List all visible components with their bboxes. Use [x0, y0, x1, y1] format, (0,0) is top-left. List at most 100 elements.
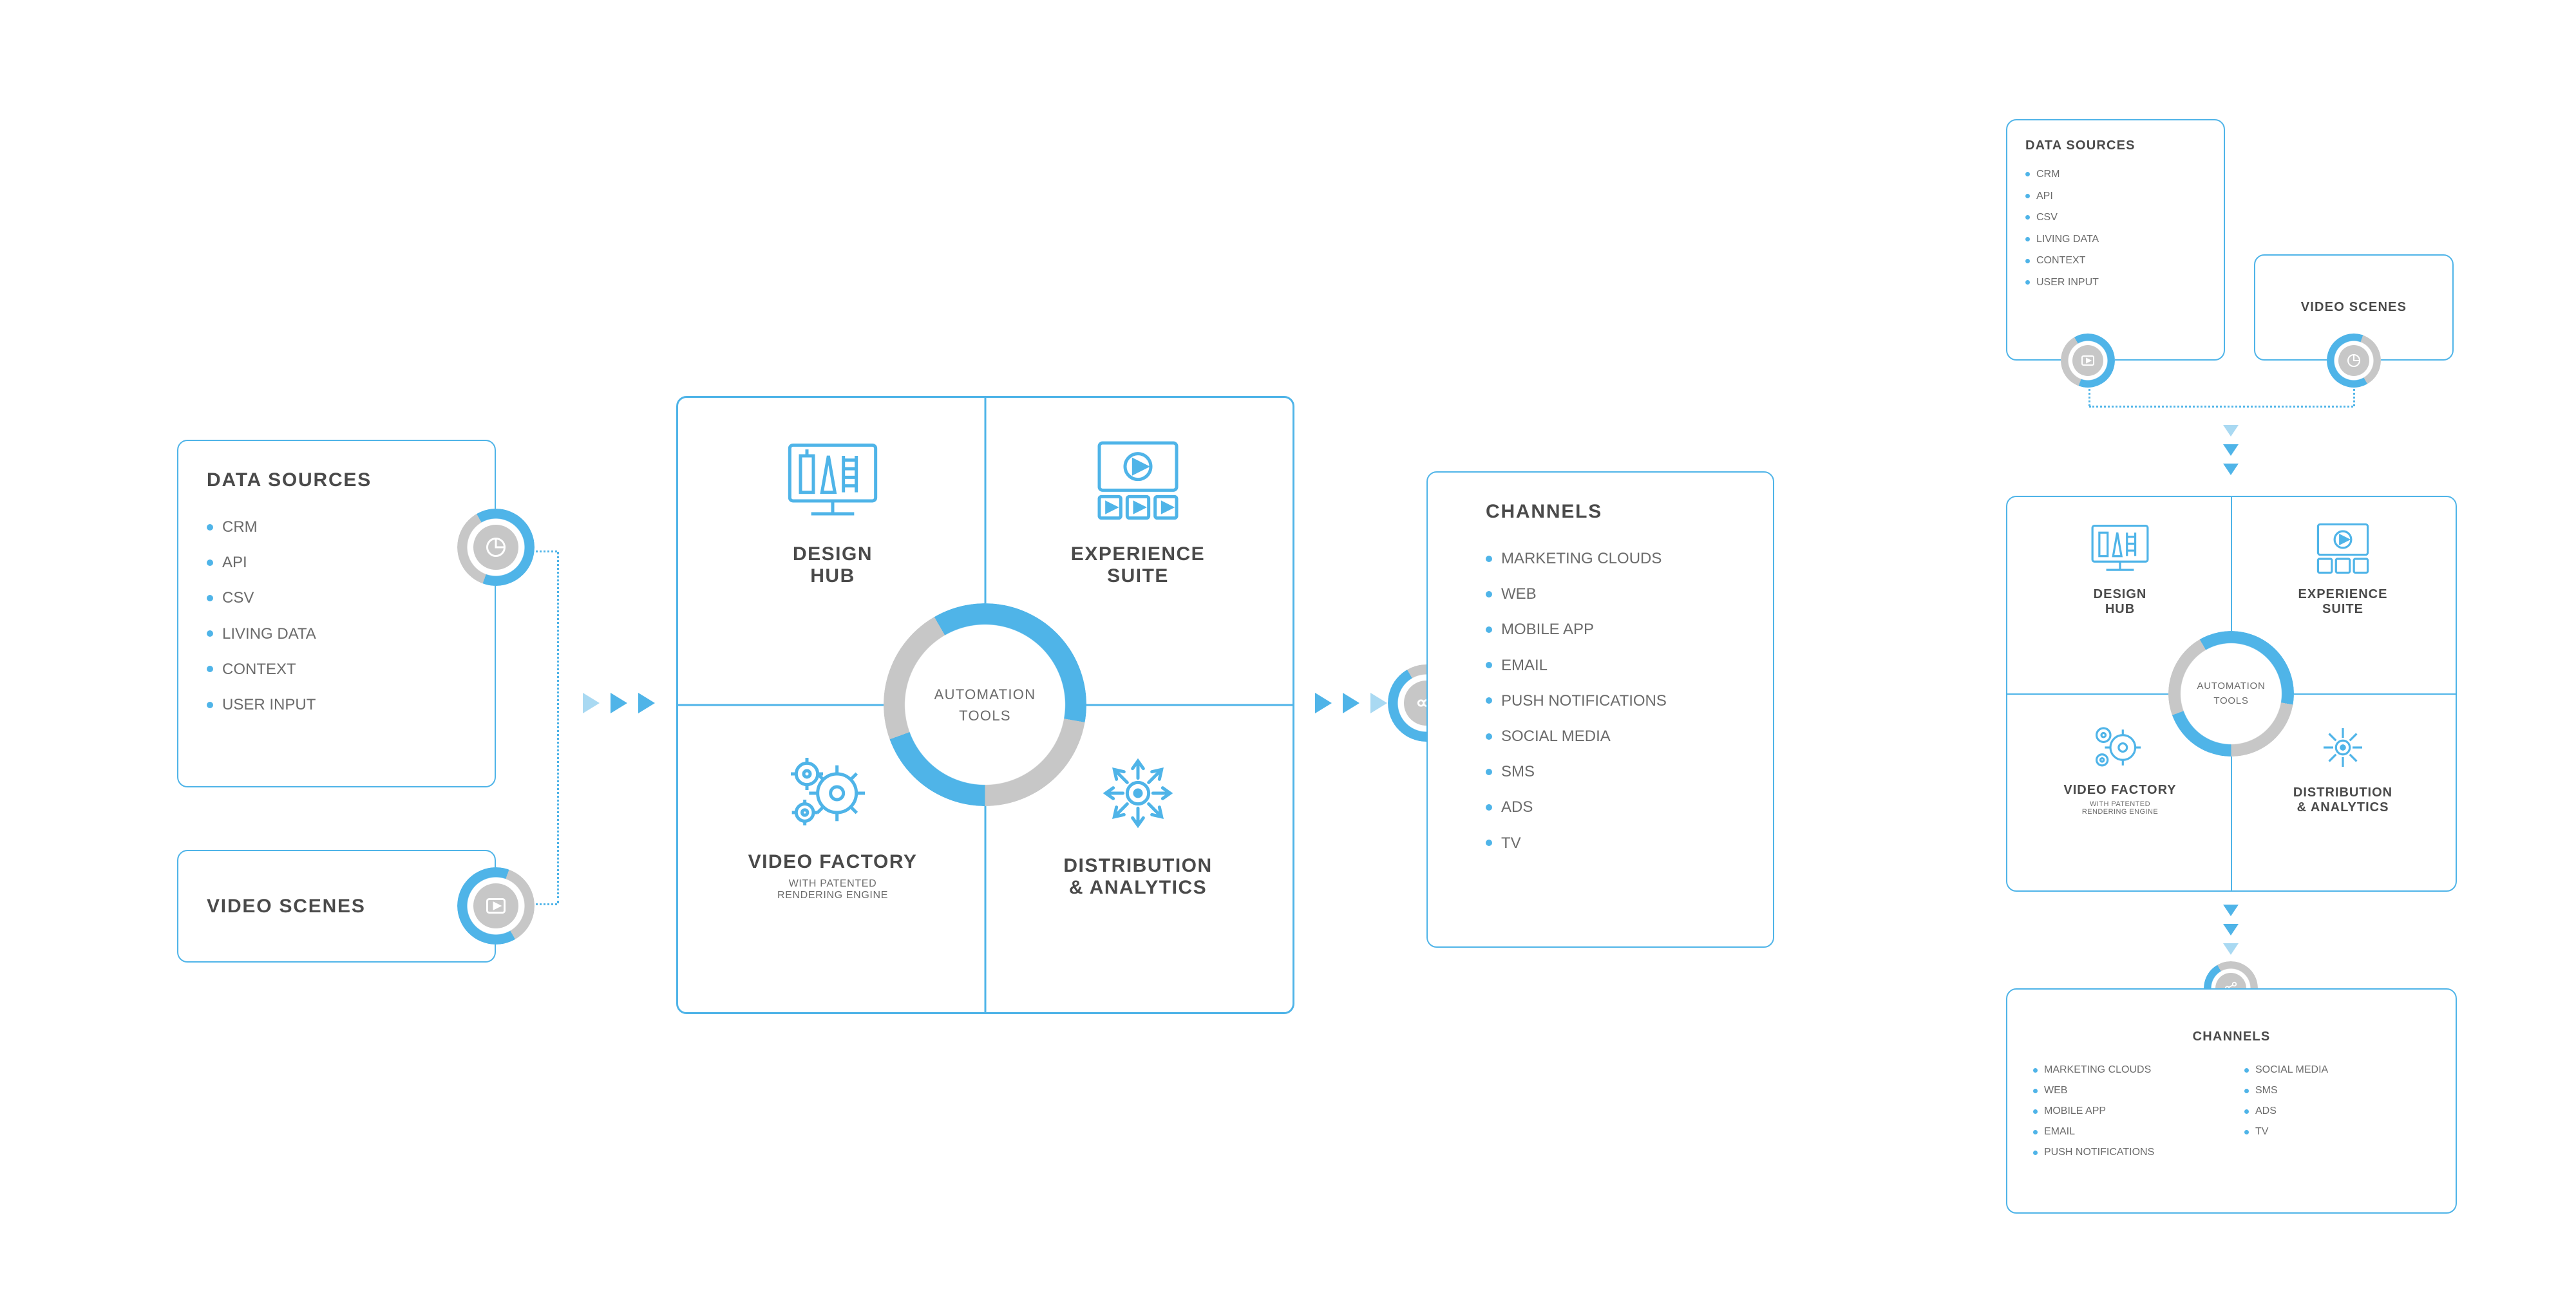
bullet-dot-icon — [1486, 626, 1492, 633]
large-arrow-out-3 — [1370, 693, 1387, 713]
list-item: WEB — [2033, 1080, 2219, 1101]
bullet-dot-icon — [1486, 662, 1492, 668]
list-item: EMAIL — [1486, 648, 1747, 683]
small-data-sources-panel: DATA SOURCES CRMAPICSVLIVING DATACONTEXT… — [2006, 119, 2225, 361]
list-item: CONTEXT — [2025, 250, 2206, 272]
bullet-dot-icon — [2033, 1130, 2038, 1134]
list-item-label: TV — [1501, 825, 1521, 861]
small-dotted-merge-left — [2088, 389, 2090, 406]
t1: EXPERIENCE — [1071, 543, 1205, 565]
list-item-label: MOBILE APP — [1501, 612, 1594, 647]
quad-title: DISTRIBUTION & ANALYTICS — [1063, 855, 1212, 899]
large-dotted-connector-vertical — [557, 552, 559, 903]
small-arrow-out-1 — [2223, 905, 2239, 916]
list-item: SOCIAL MEDIA — [2244, 1060, 2430, 1080]
list-item-label: USER INPUT — [222, 687, 316, 722]
list-item: MOBILE APP — [2033, 1101, 2219, 1122]
design-hub-icon — [778, 437, 887, 527]
list-item-label: CRM — [222, 509, 258, 545]
bullet-dot-icon — [207, 559, 213, 566]
list-item: MARKETING CLOUDS — [2033, 1060, 2219, 1080]
bullet-dot-icon — [2244, 1089, 2249, 1093]
small-arrow-in-2 — [2223, 444, 2239, 456]
quad-title: VIDEO FACTORY — [2063, 783, 2176, 798]
large-channels-list: MARKETING CLOUDSWEBMOBILE APPEMAILPUSH N… — [1486, 541, 1747, 861]
list-item: EMAIL — [2033, 1122, 2219, 1142]
small-video-scenes-badge — [2327, 334, 2381, 388]
bullet-dot-icon — [1486, 769, 1492, 775]
large-arrow-out-2 — [1343, 693, 1359, 713]
quad-title: DESIGN HUB — [793, 543, 873, 587]
list-item: ADS — [2244, 1101, 2430, 1122]
list-item: CRM — [2025, 164, 2206, 185]
small-arrow-out-2 — [2223, 924, 2239, 936]
large-dotted-connector-bottom — [536, 903, 557, 905]
large-data-sources-badge — [457, 509, 535, 586]
large-video-scenes-title: VIDEO SCENES — [207, 896, 366, 917]
list-item-label: CRM — [2036, 164, 2060, 185]
list-item-label: ADS — [1501, 789, 1533, 825]
list-item: MARKETING CLOUDS — [1486, 541, 1747, 576]
t1: DESIGN — [793, 543, 873, 565]
t1: DISTRIBUTION — [2293, 785, 2392, 800]
large-video-scenes-badge — [457, 867, 535, 945]
distribution-icon — [2307, 719, 2378, 776]
t1: EXPERIENCE — [2298, 587, 2388, 601]
t2: SUITE — [1107, 565, 1169, 587]
list-item-label: WEB — [2044, 1080, 2067, 1101]
small-arrow-in-3 — [2223, 464, 2239, 475]
bullet-dot-icon — [1486, 733, 1492, 740]
bullet-dot-icon — [207, 666, 213, 672]
list-item-label: PUSH NOTIFICATIONS — [1501, 683, 1667, 719]
list-item: SOCIAL MEDIA — [1486, 719, 1747, 754]
bullet-dot-icon — [2033, 1089, 2038, 1093]
list-item: TV — [1486, 825, 1747, 861]
quad-title: VIDEO FACTORY — [748, 851, 918, 873]
list-item-label: CSV — [222, 580, 254, 616]
large-data-sources-title: DATA SOURCES — [207, 469, 466, 491]
list-item: CRM — [207, 509, 466, 545]
t1: DISTRIBUTION — [1063, 855, 1212, 876]
list-item: USER INPUT — [207, 687, 466, 722]
list-item-label: MARKETING CLOUDS — [2044, 1060, 2151, 1080]
bullet-dot-icon — [2025, 215, 2030, 220]
large-arrow-in-2 — [611, 693, 627, 713]
bullet-dot-icon — [2025, 237, 2030, 241]
quad-title: DISTRIBUTION & ANALYTICS — [2293, 785, 2392, 815]
video-factory-icon — [2085, 719, 2155, 776]
quad-sub: WITH PATENTED RENDERING ENGINE — [2082, 800, 2158, 816]
list-item-label: SOCIAL MEDIA — [1501, 719, 1611, 754]
bullet-dot-icon — [2033, 1068, 2038, 1073]
list-item: CSV — [2025, 207, 2206, 229]
bullet-dot-icon — [2033, 1151, 2038, 1155]
bullet-dot-icon — [2025, 280, 2030, 285]
small-channels-list-col1: MARKETING CLOUDSWEBMOBILE APPEMAILPUSH N… — [2033, 1060, 2219, 1163]
large-dotted-connector-top — [536, 550, 557, 552]
list-item-label: SMS — [1501, 754, 1535, 789]
list-item-label: USER INPUT — [2036, 272, 2099, 294]
small-data-sources-title: DATA SOURCES — [2025, 138, 2206, 153]
list-item-label: LIVING DATA — [2036, 229, 2099, 250]
list-item-label: LIVING DATA — [222, 616, 316, 652]
list-item-label: ADS — [2255, 1101, 2277, 1122]
list-item-label: TV — [2255, 1122, 2268, 1142]
bullet-dot-icon — [2025, 259, 2030, 263]
large-center-circle: AUTOMATION TOOLS — [884, 603, 1086, 806]
center-circle-ring — [884, 603, 1086, 806]
bullet-dot-icon — [1486, 697, 1492, 704]
bullet-dot-icon — [2244, 1130, 2249, 1134]
list-item-label: CONTEXT — [2036, 250, 2085, 272]
badge-ring — [2061, 334, 2115, 388]
list-item-label: SMS — [2255, 1080, 2278, 1101]
quad-sub: WITH PATENTED RENDERING ENGINE — [777, 878, 888, 901]
small-channels-list-col2: SOCIAL MEDIASMSADSTV — [2244, 1060, 2430, 1163]
quad-title: DESIGN HUB — [2094, 587, 2147, 617]
list-item-label: EMAIL — [2044, 1122, 2075, 1142]
list-item-label: API — [2036, 185, 2053, 207]
list-item-label: CONTEXT — [222, 652, 296, 687]
bullet-dot-icon — [2244, 1068, 2249, 1073]
small-channels-columns: MARKETING CLOUDSWEBMOBILE APPEMAILPUSH N… — [2033, 1060, 2430, 1163]
small-arrow-in-1 — [2223, 425, 2239, 437]
list-item: API — [2025, 185, 2206, 207]
t2: & ANALYTICS — [1069, 877, 1207, 898]
